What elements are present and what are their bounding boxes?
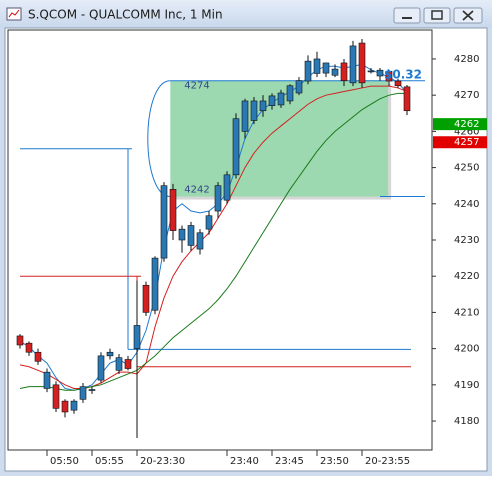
candle-body	[187, 225, 195, 246]
candle-body	[268, 95, 276, 106]
candle-body	[295, 80, 303, 94]
candle-body	[349, 45, 357, 84]
candle-body	[16, 335, 24, 346]
candle-body	[277, 92, 285, 106]
candle-body	[88, 389, 96, 391]
y-tick-label: 4270	[454, 90, 479, 101]
candle-body	[106, 351, 114, 357]
y-tick-label: 4240	[454, 199, 479, 210]
candle-body	[385, 70, 393, 82]
candle-body	[169, 189, 177, 231]
candle-body	[205, 215, 213, 230]
candle-body	[124, 359, 132, 369]
annotation: $0.32	[384, 68, 422, 82]
x-tick-label: 20-23:30	[140, 456, 185, 467]
x-tick-label: 23:45	[275, 456, 304, 467]
candle-body	[97, 355, 105, 381]
candle-body	[133, 325, 141, 349]
x-tick-label: 23:40	[230, 456, 259, 467]
candle-body	[160, 185, 168, 259]
candle-body	[250, 100, 258, 121]
candle-body	[61, 400, 69, 413]
x-tick-label: 05:55	[95, 456, 124, 467]
zone-top-label: 4274	[184, 81, 209, 92]
candle-body	[241, 100, 249, 132]
candle-body	[196, 232, 204, 250]
y-tick-label: 4280	[454, 54, 479, 65]
window-title: S.QCOM - QUALCOMM Inc, 1 Min	[28, 8, 223, 22]
y-tick-label: 4250	[454, 163, 479, 174]
candle-body	[394, 80, 402, 87]
candle-body	[358, 42, 366, 84]
price-tag-label: 4257	[454, 137, 479, 148]
candle-body	[79, 386, 87, 400]
candle-body	[232, 118, 240, 176]
close-glyph	[462, 10, 474, 21]
candle-body	[43, 371, 51, 389]
x-tick-label: 05:50	[50, 456, 79, 467]
candle-body	[340, 62, 348, 81]
candle-body	[376, 69, 384, 77]
minimize-button[interactable]	[393, 7, 421, 24]
restore-glyph	[431, 10, 443, 20]
price-tag	[433, 136, 487, 149]
price-tag-label: 4262	[454, 119, 479, 130]
y-tick-label: 4230	[454, 235, 479, 246]
candle-body	[115, 357, 123, 371]
x-tick-label: 20-23:55	[365, 456, 410, 467]
candle-body	[34, 351, 42, 362]
y-tick-label: 4210	[454, 307, 479, 318]
candle-body	[70, 400, 78, 411]
candle-body	[322, 62, 330, 74]
candle-body	[52, 384, 60, 409]
candle-body	[151, 257, 159, 311]
y-tick-label: 4200	[454, 344, 479, 355]
candle-body	[403, 86, 411, 112]
x-tick-label: 23:50	[320, 456, 349, 467]
y-tick-label: 4180	[454, 416, 479, 427]
restore-button[interactable]	[423, 7, 451, 24]
zone-bottom-label: 4242	[184, 185, 209, 196]
candle-body	[178, 228, 186, 241]
candle-body	[142, 284, 150, 313]
candle-body	[214, 185, 222, 212]
candle-body	[25, 342, 33, 353]
candle-body	[304, 60, 312, 82]
candle-body	[259, 100, 267, 112]
window-icon-glyph	[8, 9, 20, 18]
candle-body	[313, 58, 321, 74]
y-tick-label: 4220	[454, 271, 479, 282]
y-tick-label: 4260	[454, 126, 479, 137]
candle-body	[223, 174, 231, 201]
candle-body	[286, 85, 294, 102]
price-tag	[433, 118, 487, 131]
y-tick-label: 4190	[454, 380, 479, 391]
candle-body	[367, 70, 375, 73]
candle-body	[331, 68, 339, 76]
